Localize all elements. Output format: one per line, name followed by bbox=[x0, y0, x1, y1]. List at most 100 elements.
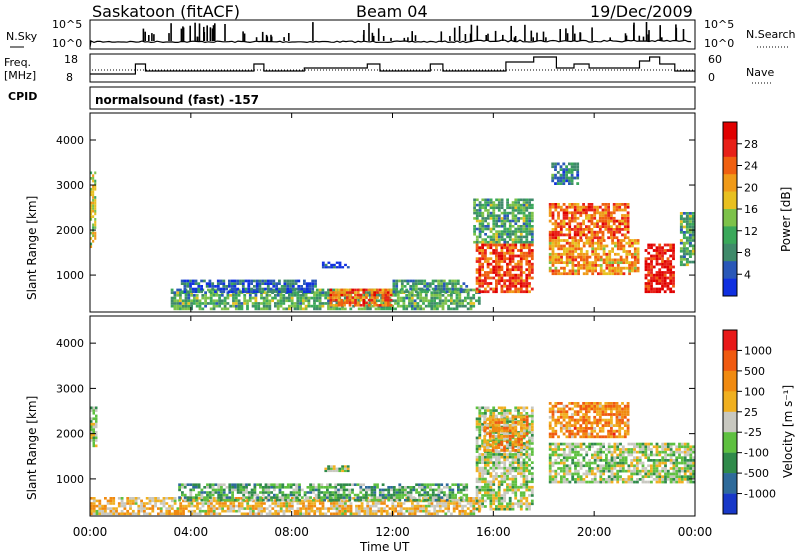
power-cell bbox=[680, 263, 683, 266]
power-cell bbox=[184, 288, 187, 291]
power-cell bbox=[365, 296, 368, 299]
velocity-cell bbox=[503, 480, 506, 483]
velocity-cell bbox=[497, 427, 500, 430]
power-cell bbox=[387, 299, 390, 302]
velocity-cell bbox=[475, 497, 478, 500]
power-cell bbox=[286, 290, 289, 293]
power-cell bbox=[422, 299, 425, 302]
power-cell bbox=[242, 290, 245, 293]
power-cell bbox=[623, 247, 626, 250]
power-cell bbox=[476, 279, 479, 282]
velocity-cell bbox=[228, 489, 231, 492]
power-cell bbox=[503, 214, 506, 217]
power-cell bbox=[94, 213, 96, 216]
velocity-cell bbox=[465, 499, 468, 502]
velocity-cell bbox=[481, 459, 484, 462]
velocity-cell bbox=[262, 494, 265, 497]
velocity-cell bbox=[270, 491, 273, 494]
velocity-cell bbox=[193, 505, 196, 508]
power-cell bbox=[419, 297, 422, 300]
velocity-cell bbox=[478, 491, 481, 494]
power-cell bbox=[624, 203, 627, 206]
power-cell bbox=[525, 257, 528, 260]
power-cell bbox=[624, 225, 627, 228]
power-cell bbox=[498, 236, 501, 239]
power-cell bbox=[611, 261, 614, 264]
power-cell bbox=[583, 261, 586, 264]
velocity-cell bbox=[520, 472, 523, 475]
velocity-cell bbox=[476, 486, 479, 489]
power-cell bbox=[335, 304, 338, 307]
power-cell bbox=[426, 288, 429, 291]
power-cell bbox=[394, 302, 397, 305]
velocity-cell bbox=[431, 502, 434, 505]
velocity-cell bbox=[398, 496, 401, 499]
power-cell bbox=[414, 305, 417, 308]
velocity-cell bbox=[531, 478, 534, 481]
velocity-cell bbox=[393, 499, 396, 502]
power-cell bbox=[552, 270, 555, 273]
velocity-cell bbox=[506, 456, 509, 459]
power-cell bbox=[560, 222, 563, 225]
power-cell bbox=[569, 242, 572, 245]
power-cell bbox=[351, 289, 354, 292]
power-cell bbox=[552, 264, 555, 267]
velocity-cell bbox=[481, 407, 484, 410]
power-cell bbox=[514, 222, 517, 225]
power-cell bbox=[195, 290, 198, 293]
velocity-cell bbox=[283, 505, 286, 508]
velocity-cell bbox=[365, 491, 368, 494]
velocity-cell bbox=[312, 486, 315, 489]
power-cell bbox=[585, 214, 588, 217]
power-cell bbox=[306, 285, 309, 288]
power-cell bbox=[596, 222, 599, 225]
velocity-cell bbox=[526, 443, 529, 446]
velocity-cell bbox=[246, 502, 249, 505]
velocity-cell bbox=[365, 499, 368, 502]
power-cell bbox=[520, 238, 523, 241]
power-cell bbox=[602, 214, 605, 217]
power-cell bbox=[602, 211, 605, 214]
velocity-cell bbox=[447, 502, 450, 505]
power-cell bbox=[470, 302, 473, 305]
power-cell bbox=[268, 302, 271, 305]
power-cell bbox=[620, 239, 623, 242]
power-cell bbox=[291, 299, 294, 302]
power-cell bbox=[286, 285, 289, 288]
power-cell bbox=[591, 214, 594, 217]
velocity-cell bbox=[346, 489, 349, 492]
velocity-cell bbox=[421, 483, 424, 486]
velocity-cell bbox=[359, 486, 362, 489]
power-cell bbox=[451, 288, 454, 291]
power-cell bbox=[514, 238, 517, 241]
power-cell bbox=[225, 285, 228, 288]
velocity-cell bbox=[453, 502, 456, 505]
velocity-cell bbox=[112, 497, 115, 500]
power-cell bbox=[653, 257, 656, 260]
velocity-cell bbox=[215, 491, 218, 494]
power-cell bbox=[593, 222, 596, 225]
velocity-cell bbox=[140, 502, 143, 505]
power-cell bbox=[523, 217, 526, 220]
power-cell bbox=[492, 209, 495, 212]
velocity-cell bbox=[476, 420, 479, 423]
velocity-cell bbox=[338, 502, 341, 505]
power-cell bbox=[604, 209, 607, 212]
power-cell bbox=[456, 305, 459, 308]
velocity-cell bbox=[472, 500, 475, 503]
power-cell bbox=[667, 277, 670, 280]
power-cell bbox=[401, 282, 404, 285]
power-cell bbox=[501, 204, 504, 207]
power-cell bbox=[517, 238, 520, 241]
power-cell bbox=[294, 302, 297, 305]
velocity-cell bbox=[487, 464, 490, 467]
velocity-cell bbox=[341, 505, 344, 508]
power-cell bbox=[267, 282, 270, 285]
velocity-cell bbox=[501, 505, 504, 508]
power-cell bbox=[560, 174, 563, 177]
power-cell bbox=[94, 226, 96, 229]
velocity-cell bbox=[451, 489, 454, 492]
power-cell bbox=[574, 217, 577, 220]
power-cell bbox=[472, 297, 475, 300]
power-cell bbox=[557, 256, 560, 259]
